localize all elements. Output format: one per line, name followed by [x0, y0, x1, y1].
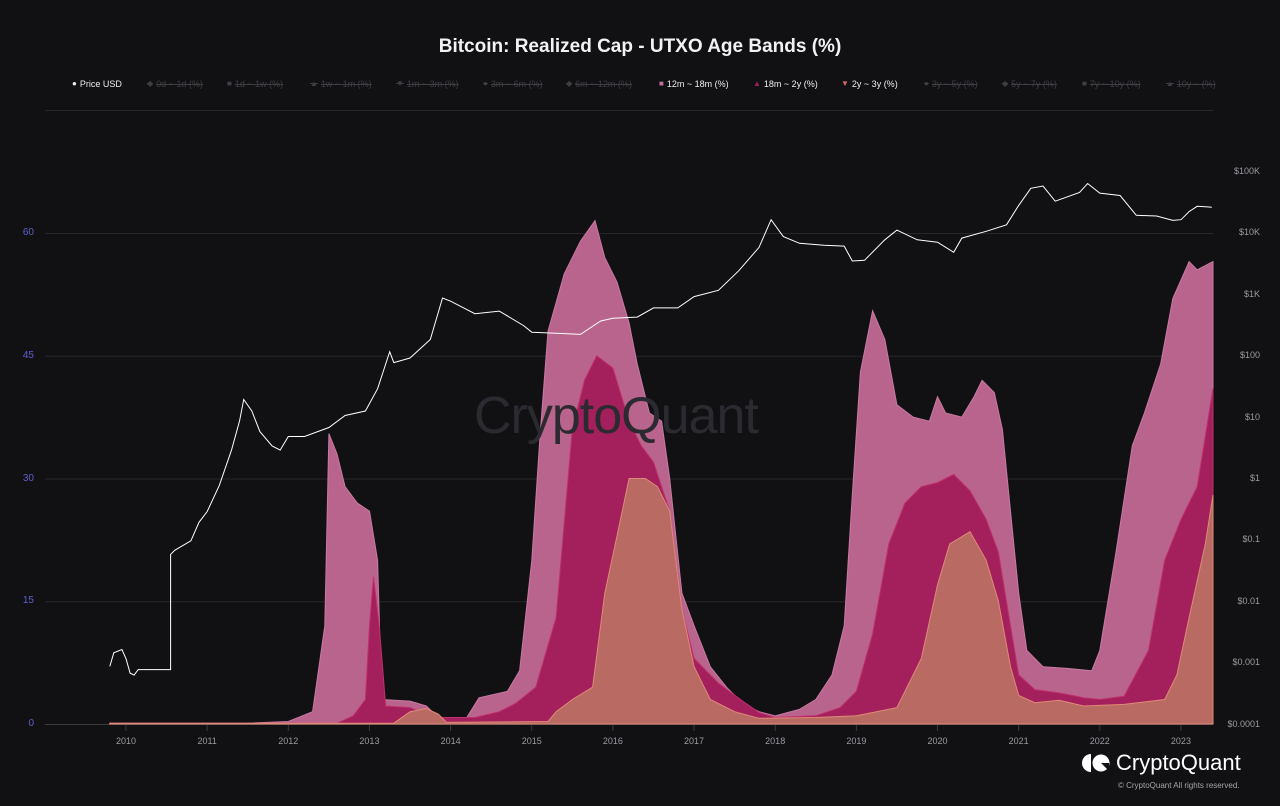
- x-tick: 2023: [1170, 736, 1191, 746]
- legend-label: 3m ~ 6m (%): [490, 79, 543, 89]
- right-y-tick: $1K: [1243, 288, 1260, 299]
- cryptoquant-logo-icon: [1082, 753, 1110, 773]
- left-y-tick: 60: [22, 227, 34, 238]
- x-tick: 2020: [927, 736, 948, 746]
- x-tick: 2019: [846, 736, 867, 746]
- legend-item-8[interactable]: ▲ 18m ~ 2y (%): [753, 79, 818, 89]
- chart-title: Bitcoin: Realized Cap - UTXO Age Bands (…: [438, 36, 842, 57]
- legend-symbol-icon: ◆: [147, 79, 154, 88]
- legend-label: 1d ~ 1w (%): [234, 79, 284, 89]
- legend-label: 12m ~ 18m (%): [666, 79, 729, 89]
- legend-symbol-icon: ▲: [310, 79, 318, 88]
- legend-item-1[interactable]: ◆ 0d ~ 1d (%): [147, 79, 203, 89]
- legend-item-7[interactable]: ■ 12m ~ 18m (%): [659, 79, 729, 89]
- legend-item-6[interactable]: ◆ 6m ~ 12m (%): [566, 79, 632, 89]
- x-tick: 2017: [684, 736, 705, 746]
- x-tick: 2022: [1089, 736, 1110, 746]
- price-usd-line: [109, 182, 1212, 676]
- legend-label: 18m ~ 2y (%): [763, 79, 818, 89]
- x-tick: 2015: [521, 736, 542, 746]
- copyright-text: © CryptoQuant All rights reserved.: [1118, 781, 1240, 790]
- legend-item-4[interactable]: ▼ 1m ~ 3m (%): [396, 79, 459, 89]
- x-tick: 2018: [765, 736, 786, 746]
- legend-symbol-icon: ●: [483, 79, 488, 88]
- legend-label: Price USD: [79, 79, 122, 89]
- legend: ● Price USD ◆ 0d ~ 1d (%) ■ 1d ~ 1w (%) ▲ 1w ~ …: [60, 79, 1230, 95]
- right-y-tick: $0.001: [1232, 657, 1260, 668]
- left-y-tick: 15: [22, 595, 34, 607]
- x-axis-tick-marks: [125, 725, 1182, 731]
- right-y-tick: $0.0001: [1227, 718, 1260, 729]
- legend-label: 3y ~ 5y (%): [931, 79, 978, 89]
- x-tick: 2016: [602, 736, 623, 746]
- legend-symbol-icon: ▲: [1166, 79, 1174, 88]
- legend-item-10[interactable]: ● 3y ~ 5y (%): [924, 79, 978, 89]
- legend-symbol-icon: ■: [1082, 79, 1087, 88]
- legend-item-0[interactable]: ● Price USD: [72, 79, 122, 89]
- legend-symbol-icon: ▲: [753, 79, 761, 88]
- x-tick: 2014: [440, 736, 461, 746]
- x-tick: 2012: [278, 736, 299, 746]
- right-y-tick: $10K: [1238, 227, 1260, 238]
- right-y-tick: $0.1: [1242, 534, 1260, 545]
- right-y-tick: $100: [1239, 350, 1260, 361]
- legend-item-5[interactable]: ● 3m ~ 6m (%): [483, 79, 543, 89]
- legend-item-11[interactable]: ◆ 5y ~ 7y (%): [1002, 79, 1057, 89]
- right-y-tick: $0.01: [1237, 595, 1260, 606]
- legend-item-9[interactable]: ▼ 2y ~ 3y (%): [841, 79, 898, 89]
- legend-symbol-icon: ▼: [841, 79, 849, 88]
- left-y-tick: 0: [28, 718, 34, 729]
- right-y-tick: $100K: [1233, 166, 1260, 176]
- legend-label: 2y ~ 3y (%): [851, 79, 898, 89]
- legend-label: 6m ~ 12m (%): [575, 79, 632, 89]
- legend-item-13[interactable]: ▲ 10y ~ (%): [1166, 79, 1216, 89]
- legend-label: 1m ~ 3m (%): [406, 79, 459, 89]
- legend-symbol-icon: ●: [72, 79, 77, 88]
- legend-symbol-icon: ●: [924, 79, 929, 88]
- area-2y-3y: [109, 478, 1214, 725]
- legend-symbol-icon: ◆: [1002, 79, 1009, 88]
- legend-symbol-icon: ■: [227, 79, 232, 88]
- x-tick: 2010: [115, 736, 137, 746]
- brand-name: CryptoQuant: [1116, 750, 1241, 775]
- legend-symbol-icon: ■: [659, 79, 664, 88]
- left-y-tick: 30: [22, 472, 34, 484]
- brand: CryptoQuant: [1082, 750, 1241, 776]
- legend-label: 1w ~ 1m (%): [320, 79, 372, 89]
- legend-label: 10y ~ (%): [1176, 79, 1216, 89]
- right-y-tick: $10: [1244, 411, 1260, 422]
- legend-label: 7y ~ 10y (%): [1089, 79, 1141, 89]
- legend-symbol-icon: ▼: [396, 79, 404, 88]
- left-y-tick: 45: [22, 349, 34, 361]
- legend-divider: [45, 110, 1213, 111]
- right-y-tick: $1: [1249, 473, 1260, 483]
- legend-item-3[interactable]: ▲ 1w ~ 1m (%): [310, 79, 372, 89]
- x-tick: 2013: [359, 736, 380, 746]
- legend-label: 5y ~ 7y (%): [1011, 79, 1057, 89]
- x-tick: 2011: [197, 736, 217, 746]
- x-tick: 2021: [1008, 736, 1029, 746]
- legend-label: 0d ~ 1d (%): [156, 79, 203, 89]
- legend-item-2[interactable]: ■ 1d ~ 1w (%): [227, 79, 283, 89]
- legend-item-12[interactable]: ■ 7y ~ 10y (%): [1082, 79, 1141, 89]
- legend-symbol-icon: ◆: [566, 79, 573, 88]
